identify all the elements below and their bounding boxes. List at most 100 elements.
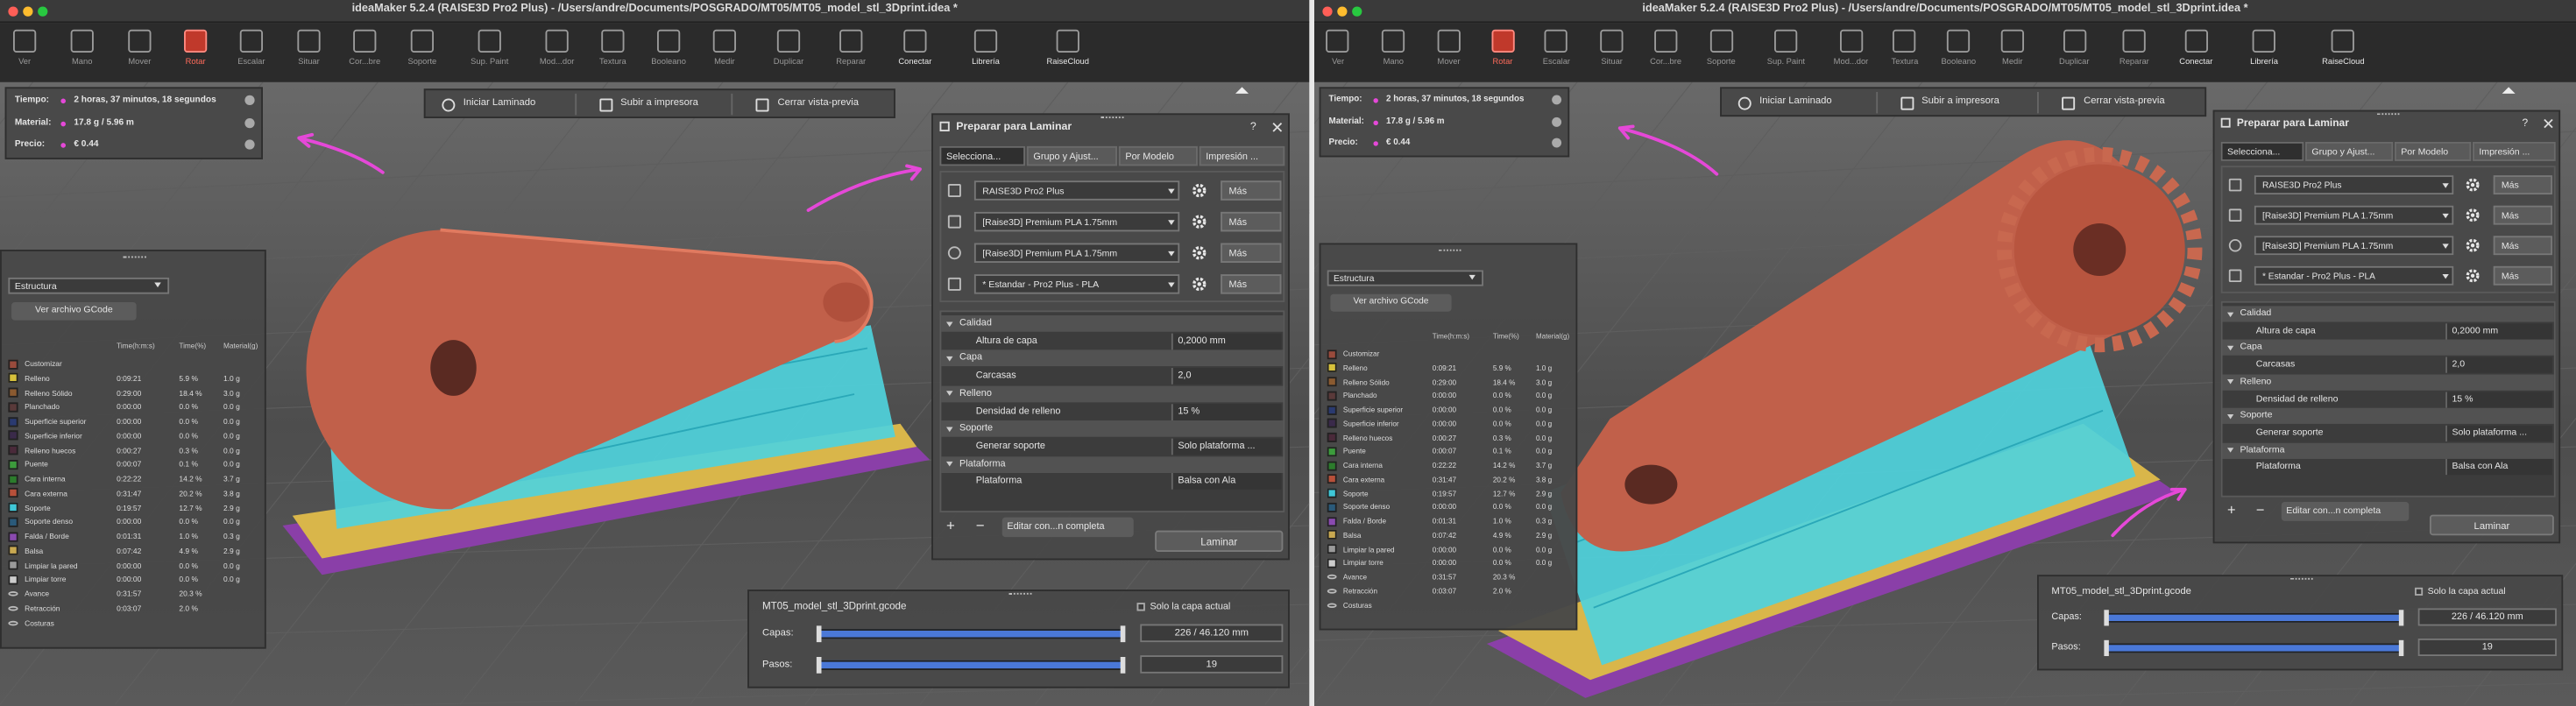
more-button[interactable]: Más xyxy=(2493,205,2553,225)
window-control[interactable] xyxy=(1337,6,1348,17)
profile-dropdown[interactable]: [Raise3D] Premium PLA 1.75mm xyxy=(973,243,1180,263)
setting-value[interactable]: Balsa con Ala xyxy=(1171,473,1282,491)
window-control[interactable] xyxy=(38,6,48,17)
more-button[interactable]: Más xyxy=(1221,211,1282,232)
gcode-button[interactable]: Ver archivo GCode xyxy=(1330,293,1452,312)
settings-tab[interactable]: Grupo y Ajust... xyxy=(2305,142,2394,161)
toolbar-button[interactable]: Escalar xyxy=(1529,25,1585,79)
collapse-toggle[interactable] xyxy=(2502,87,2516,94)
toolbar-button[interactable]: Ver xyxy=(1314,25,1366,79)
toolbar-button[interactable]: Reparar xyxy=(823,25,879,79)
toolbar-button[interactable]: RaiseCloud xyxy=(2316,25,2372,79)
toolbar-button[interactable]: Reparar xyxy=(2106,25,2162,79)
toolbar-button[interactable]: Rotar xyxy=(1475,25,1531,79)
more-button[interactable]: Más xyxy=(1221,274,1282,294)
slider-handle[interactable] xyxy=(2104,639,2109,657)
more-button[interactable]: Más xyxy=(2493,236,2553,256)
toolbar-button[interactable]: Situar xyxy=(1584,25,1640,79)
toolbar-button[interactable]: Textura xyxy=(585,25,641,79)
toolbar-button[interactable]: Rotar xyxy=(167,25,223,79)
collapse-toggle[interactable] xyxy=(1235,87,1249,94)
toolbar-button[interactable]: Librería xyxy=(958,25,1014,79)
more-button[interactable]: Más xyxy=(2493,175,2553,195)
slider-track[interactable] xyxy=(817,660,1124,670)
settings-tab[interactable]: Selecciona... xyxy=(939,145,1025,166)
profile-dropdown[interactable]: RAISE3D Pro2 Plus xyxy=(2254,175,2454,195)
remove-button[interactable]: − xyxy=(975,517,985,534)
toolbar-button[interactable]: Duplicar xyxy=(2046,25,2102,79)
slider-value[interactable]: 226 / 46.120 mm xyxy=(2417,608,2557,626)
setting-value[interactable]: Balsa con Ala xyxy=(2445,459,2553,476)
toolbar-button[interactable]: Ver xyxy=(0,25,53,79)
action-button[interactable]: Cerrar vista-previa xyxy=(747,94,890,115)
settings-tab[interactable]: Grupo y Ajust... xyxy=(1026,145,1117,166)
gcode-button[interactable]: Ver archivo GCode xyxy=(11,302,137,321)
edit-button[interactable]: Editar con...n completa xyxy=(2281,502,2410,521)
slider-track[interactable] xyxy=(2105,612,2403,623)
layer-checkbox[interactable] xyxy=(2415,587,2424,596)
help-button[interactable]: ? xyxy=(1249,120,1256,132)
toolbar-button[interactable]: Mod...dor xyxy=(529,25,585,79)
more-button[interactable]: Más xyxy=(2493,265,2553,286)
slice-button[interactable]: Laminar xyxy=(2429,514,2554,536)
action-button[interactable]: Iniciar Laminado xyxy=(1729,92,1878,114)
toolbar-button[interactable]: Medir xyxy=(1985,25,2041,79)
more-button[interactable]: Más xyxy=(1221,243,1282,263)
setting-value[interactable]: Solo plataforma ... xyxy=(2445,425,2553,441)
slider-handle[interactable] xyxy=(816,657,822,674)
settings-tab[interactable]: Por Modelo xyxy=(1118,145,1198,166)
setting-value[interactable]: 2,0 xyxy=(2445,357,2553,373)
toolbar-button[interactable]: Mano xyxy=(54,25,110,79)
setting-value[interactable]: 0,2000 mm xyxy=(2445,322,2553,339)
toolbar-button[interactable]: Booleano xyxy=(1930,25,1986,79)
toolbar-button[interactable]: Soporte xyxy=(394,25,450,79)
toolbar-button[interactable]: Soporte xyxy=(1693,25,1749,79)
add-button[interactable]: + xyxy=(946,517,955,534)
window-control[interactable] xyxy=(1322,6,1333,17)
toolbar-button[interactable]: Mover xyxy=(1421,25,1477,79)
help-button[interactable]: ? xyxy=(2522,116,2529,129)
toolbar-button[interactable]: RaiseCloud xyxy=(1040,25,1096,79)
slider-value[interactable]: 19 xyxy=(1140,655,1284,674)
remove-button[interactable]: − xyxy=(2255,502,2265,519)
action-button[interactable]: Subir a impresora xyxy=(1890,92,2040,114)
settings-tab[interactable]: Selecciona... xyxy=(2220,142,2304,161)
toolbar-button[interactable]: Librería xyxy=(2236,25,2292,79)
slider-handle[interactable] xyxy=(1120,625,1126,643)
setting-value[interactable]: 2,0 xyxy=(1171,368,1282,385)
action-button[interactable]: Subir a impresora xyxy=(589,93,733,116)
slider-track[interactable] xyxy=(2105,643,2403,653)
toolbar-button[interactable]: Sup. Paint xyxy=(1759,25,1815,79)
toolbar-button[interactable]: Duplicar xyxy=(761,25,817,79)
window-control[interactable] xyxy=(23,6,33,17)
setting-value[interactable]: 15 % xyxy=(1171,403,1282,420)
slice-button[interactable]: Laminar xyxy=(1155,530,1284,552)
slider-value[interactable]: 226 / 46.120 mm xyxy=(1140,624,1284,643)
toolbar-button[interactable]: Booleano xyxy=(640,25,697,79)
slider-track[interactable] xyxy=(817,629,1124,639)
toolbar-button[interactable]: Cor...bre xyxy=(1638,25,1694,79)
toolbar-button[interactable]: Medir xyxy=(697,25,753,79)
structure-dropdown[interactable]: Estructura xyxy=(1327,270,1483,286)
slider-handle[interactable] xyxy=(1120,657,1126,674)
toolbar-button[interactable]: Escalar xyxy=(223,25,280,79)
more-button[interactable]: Más xyxy=(1221,180,1282,201)
setting-value[interactable]: 0,2000 mm xyxy=(1171,333,1282,349)
settings-tab[interactable]: Impresión ... xyxy=(2473,142,2556,161)
add-button[interactable]: + xyxy=(2226,502,2236,519)
settings-tab[interactable]: Por Modelo xyxy=(2394,142,2472,161)
slider-handle[interactable] xyxy=(2104,610,2109,626)
toolbar-button[interactable]: Sup. Paint xyxy=(462,25,518,79)
slider-handle[interactable] xyxy=(2398,610,2404,626)
setting-value[interactable]: Solo plataforma ... xyxy=(1171,438,1282,455)
profile-dropdown[interactable]: * Estandar - Pro2 Plus - PLA xyxy=(2254,265,2454,286)
action-button[interactable]: Iniciar Laminado xyxy=(432,93,577,116)
profile-dropdown[interactable]: [Raise3D] Premium PLA 1.75mm xyxy=(2254,236,2454,256)
profile-dropdown[interactable]: [Raise3D] Premium PLA 1.75mm xyxy=(973,211,1180,232)
action-button[interactable]: Cerrar vista-previa xyxy=(2052,92,2201,113)
slider-value[interactable]: 19 xyxy=(2417,639,2557,657)
toolbar-button[interactable]: Conectar xyxy=(2168,25,2224,79)
profile-dropdown[interactable]: [Raise3D] Premium PLA 1.75mm xyxy=(2254,205,2454,225)
toolbar-button[interactable]: Mod...dor xyxy=(1823,25,1879,79)
slider-handle[interactable] xyxy=(816,625,822,643)
